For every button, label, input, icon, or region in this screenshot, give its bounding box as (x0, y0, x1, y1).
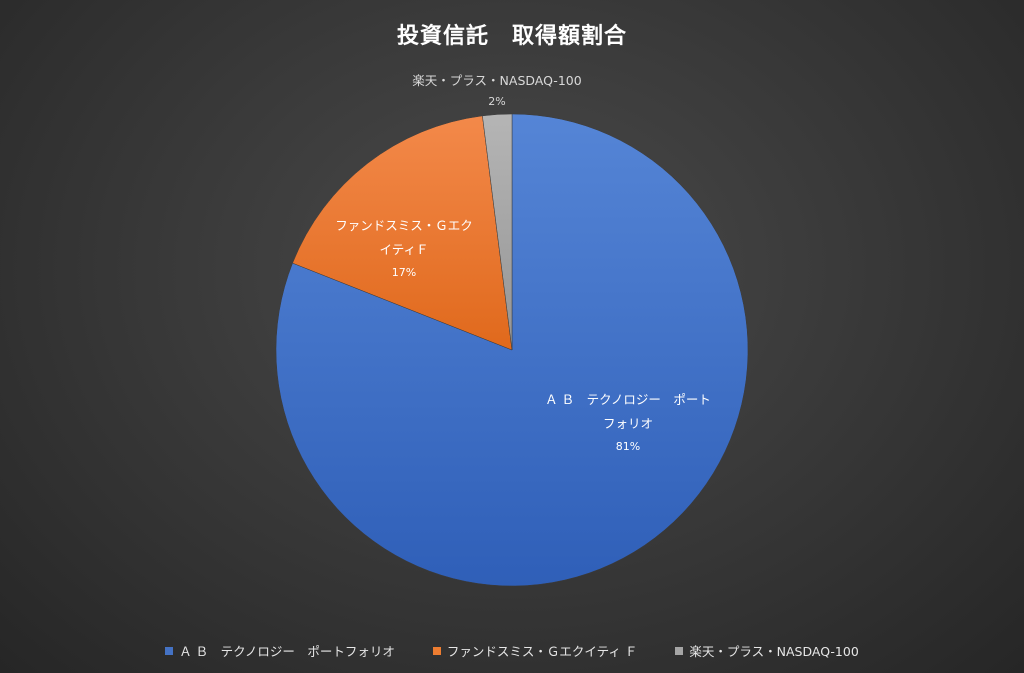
legend-label: 楽天・プラス・NASDAQ-100 (689, 644, 859, 659)
legend-swatch-gray (675, 646, 684, 655)
chart-title: 投資信託 取得額割合 (396, 24, 627, 49)
data-label: 楽天・プラス・NASDAQ-100 2% (412, 73, 581, 108)
legend-item-ab-tech: Ａ Ｂ テクノロジー ポートフォリオ (165, 641, 395, 660)
pie-slice-nasdaq (482, 113, 513, 351)
legend-item-fundsmith: ファンドスミス・Ｇエクイティ Ｆ (432, 641, 638, 660)
legend-swatch-blue (165, 646, 174, 655)
legend-item-nasdaq: 楽天・プラス・NASDAQ-100 (675, 641, 859, 660)
pie-slice-fundsmith (292, 115, 513, 351)
data-label: Ａ Ｂ テクノロジー ポートフォリオ 81% (545, 392, 711, 453)
legend-swatch-orange (432, 646, 441, 655)
legend-label: ファンドスミス・Ｇエクイティ Ｆ (446, 644, 638, 659)
legend-label: Ａ Ｂ テクノロジー ポートフォリオ (179, 644, 395, 659)
legend: Ａ Ｂ テクノロジー ポートフォリオ ファンドスミス・Ｇエクイティ Ｆ 楽天・プ… (0, 641, 1024, 660)
data-label: ファンドスミス・ＧエクイティＦ 17% (335, 218, 473, 279)
